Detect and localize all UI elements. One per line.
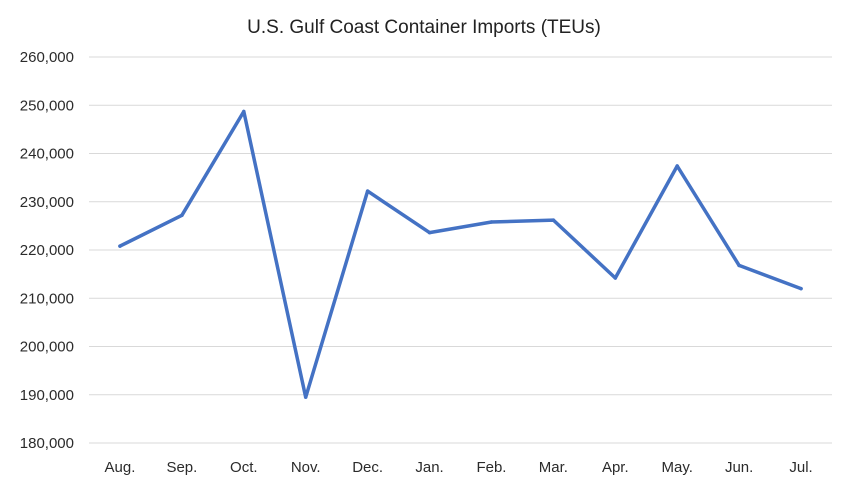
y-tick-label: 240,000 [20, 146, 74, 163]
data-point-oct [242, 109, 246, 114]
gridlines [89, 56, 832, 444]
y-axis-tick-labels: 180,000 190,000 200,000 210,000 220,000 230,0… [20, 49, 74, 452]
y-tick-label: 190,000 [20, 387, 74, 404]
y-tick-label: 210,000 [20, 290, 74, 307]
data-point-feb [489, 220, 494, 224]
series-layer [118, 109, 803, 399]
y-tick-label: 200,000 [20, 339, 74, 356]
x-tick-label: Dec. [352, 459, 383, 476]
data-point-dec [365, 189, 370, 193]
chart-title: U.S. Gulf Coast Container Imports (TEUs) [247, 17, 601, 38]
x-tick-label: Nov. [291, 459, 321, 476]
x-axis-tick-labels: Aug. Sep. Oct. Nov. Dec. Jan. Feb. Mar. Apr. May.… [105, 459, 813, 476]
y-tick-label: 180,000 [20, 435, 74, 452]
x-tick-label: Apr. [602, 459, 629, 476]
data-point-aug [118, 244, 122, 248]
series-line [118, 109, 803, 399]
x-tick-label: Aug. [105, 459, 136, 476]
y-tick-label: 260,000 [20, 49, 74, 66]
x-tick-label: Jun. [725, 459, 753, 476]
x-tick-label: Feb. [476, 459, 506, 476]
data-point-jul [799, 286, 803, 291]
x-tick-label: May. [662, 459, 693, 476]
data-point-mar [551, 218, 556, 222]
x-tick-label: Jul. [789, 459, 812, 476]
data-point-may [675, 164, 679, 168]
data-point-apr [613, 276, 618, 280]
data-point-jan [427, 230, 432, 235]
x-tick-label: Sep. [166, 459, 197, 476]
data-point-jun [737, 263, 741, 268]
y-tick-label: 230,000 [20, 194, 74, 211]
x-tick-label: Jan. [415, 459, 443, 476]
x-tick-label: Oct. [230, 459, 258, 476]
y-tick-label: 220,000 [20, 242, 74, 259]
y-tick-label: 250,000 [20, 97, 74, 114]
data-point-sep [180, 213, 184, 218]
data-point-nov [303, 395, 308, 399]
x-tick-label: Mar. [539, 459, 568, 476]
